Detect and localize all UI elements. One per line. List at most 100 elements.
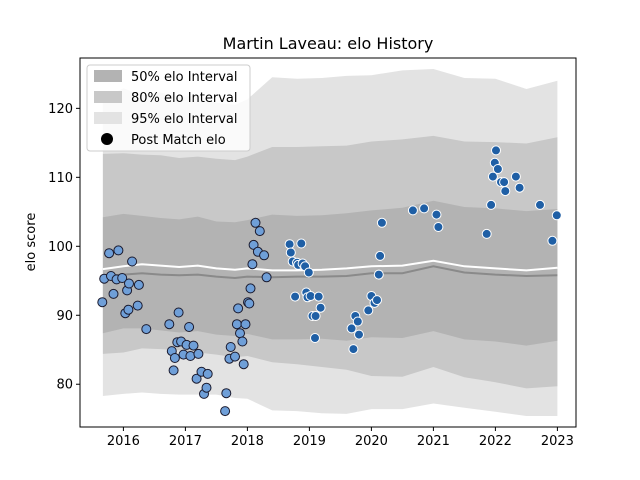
y-tick-label: 100	[48, 240, 73, 255]
data-point	[376, 217, 387, 228]
data-point	[173, 307, 184, 318]
data-point	[240, 319, 251, 330]
data-point	[117, 273, 128, 283]
data-point	[481, 228, 492, 239]
axes-frame	[79, 57, 577, 428]
x-tick-label: 2017	[169, 434, 202, 449]
x-tick-label: 2018	[231, 434, 264, 449]
data-point	[168, 365, 179, 376]
data-point	[169, 353, 180, 363]
data-point	[431, 209, 442, 220]
data-point	[225, 342, 236, 352]
post-match-points	[97, 145, 562, 417]
data-point	[250, 217, 261, 228]
data-point	[510, 171, 521, 182]
data-point	[259, 250, 270, 261]
data-point	[313, 291, 324, 302]
data-point	[191, 373, 202, 384]
chart-title: Martin Laveau: elo History	[223, 34, 434, 53]
y-tick-label: 120	[48, 102, 73, 117]
data-point	[201, 382, 212, 393]
data-point	[535, 199, 545, 210]
data-point	[233, 303, 244, 314]
legend-box	[86, 64, 251, 152]
data-point	[133, 279, 144, 290]
data-point	[352, 316, 363, 327]
data-point	[433, 222, 444, 232]
plot-area	[97, 69, 562, 417]
data-point	[348, 344, 359, 355]
data-point	[254, 226, 265, 237]
data-point	[141, 324, 152, 335]
data-point	[235, 328, 245, 339]
data-point	[244, 298, 255, 309]
data-point	[245, 283, 256, 294]
data-point	[547, 235, 558, 246]
data-point	[261, 272, 272, 283]
legend-label-80: 80% elo Interval	[131, 91, 238, 106]
data-point	[363, 305, 374, 316]
data-point	[247, 259, 258, 270]
data-point	[486, 199, 497, 210]
data-point	[310, 333, 320, 343]
data-point	[296, 238, 307, 249]
band-50-interval	[102, 200, 558, 346]
data-point	[231, 319, 242, 330]
x-tick-label: 2020	[355, 434, 388, 449]
data-point	[346, 323, 357, 334]
data-point	[373, 269, 384, 280]
data-point	[202, 368, 213, 379]
data-point	[132, 300, 143, 311]
data-point	[499, 177, 510, 188]
median-line	[102, 265, 558, 280]
data-point	[310, 311, 321, 321]
y-tick-label: 90	[56, 309, 73, 324]
x-axis-ticks: 2016 2017 2018 2019 2020 2021 2022 2023	[107, 427, 574, 449]
data-point	[492, 164, 503, 174]
data-point	[184, 322, 195, 332]
x-tick-label: 2016	[107, 434, 140, 449]
data-point	[284, 239, 295, 250]
data-point	[188, 340, 199, 351]
data-point	[113, 245, 124, 256]
data-point	[104, 248, 115, 259]
data-point	[285, 247, 296, 258]
data-point	[97, 297, 108, 308]
x-tick-label: 2023	[541, 434, 574, 449]
y-axis-ticks: 80 90 100 110 120	[48, 102, 80, 393]
data-point	[514, 182, 525, 193]
data-point	[238, 359, 249, 370]
data-point	[375, 250, 386, 261]
data-point	[230, 351, 240, 362]
data-point	[237, 336, 248, 347]
y-axis-label: elo score	[24, 213, 39, 272]
y-tick-label: 110	[48, 171, 73, 186]
data-point	[164, 319, 175, 330]
legend-label-95: 95% elo Interval	[131, 112, 238, 127]
legend: 50% elo Interval 80% elo Interval 95% el…	[86, 64, 251, 152]
data-point	[221, 388, 232, 399]
data-point	[487, 171, 498, 182]
data-point	[220, 406, 231, 417]
data-point	[407, 205, 418, 216]
legend-swatch-95	[94, 112, 122, 124]
data-point	[290, 291, 301, 302]
x-tick-label: 2021	[417, 434, 450, 449]
data-point	[108, 288, 119, 299]
data-point	[551, 210, 562, 221]
legend-marker-post-match	[101, 133, 113, 145]
data-point	[372, 295, 382, 306]
mean-line	[102, 259, 558, 272]
legend-swatch-80	[94, 91, 122, 103]
data-point	[491, 145, 501, 156]
data-point	[124, 278, 134, 289]
legend-swatch-50	[94, 70, 122, 82]
data-point	[354, 329, 364, 340]
data-point	[123, 304, 134, 315]
data-point	[303, 267, 314, 278]
data-point	[315, 302, 326, 313]
data-point	[193, 348, 204, 359]
data-point	[500, 186, 511, 197]
legend-label-50: 50% elo Interval	[131, 70, 238, 85]
